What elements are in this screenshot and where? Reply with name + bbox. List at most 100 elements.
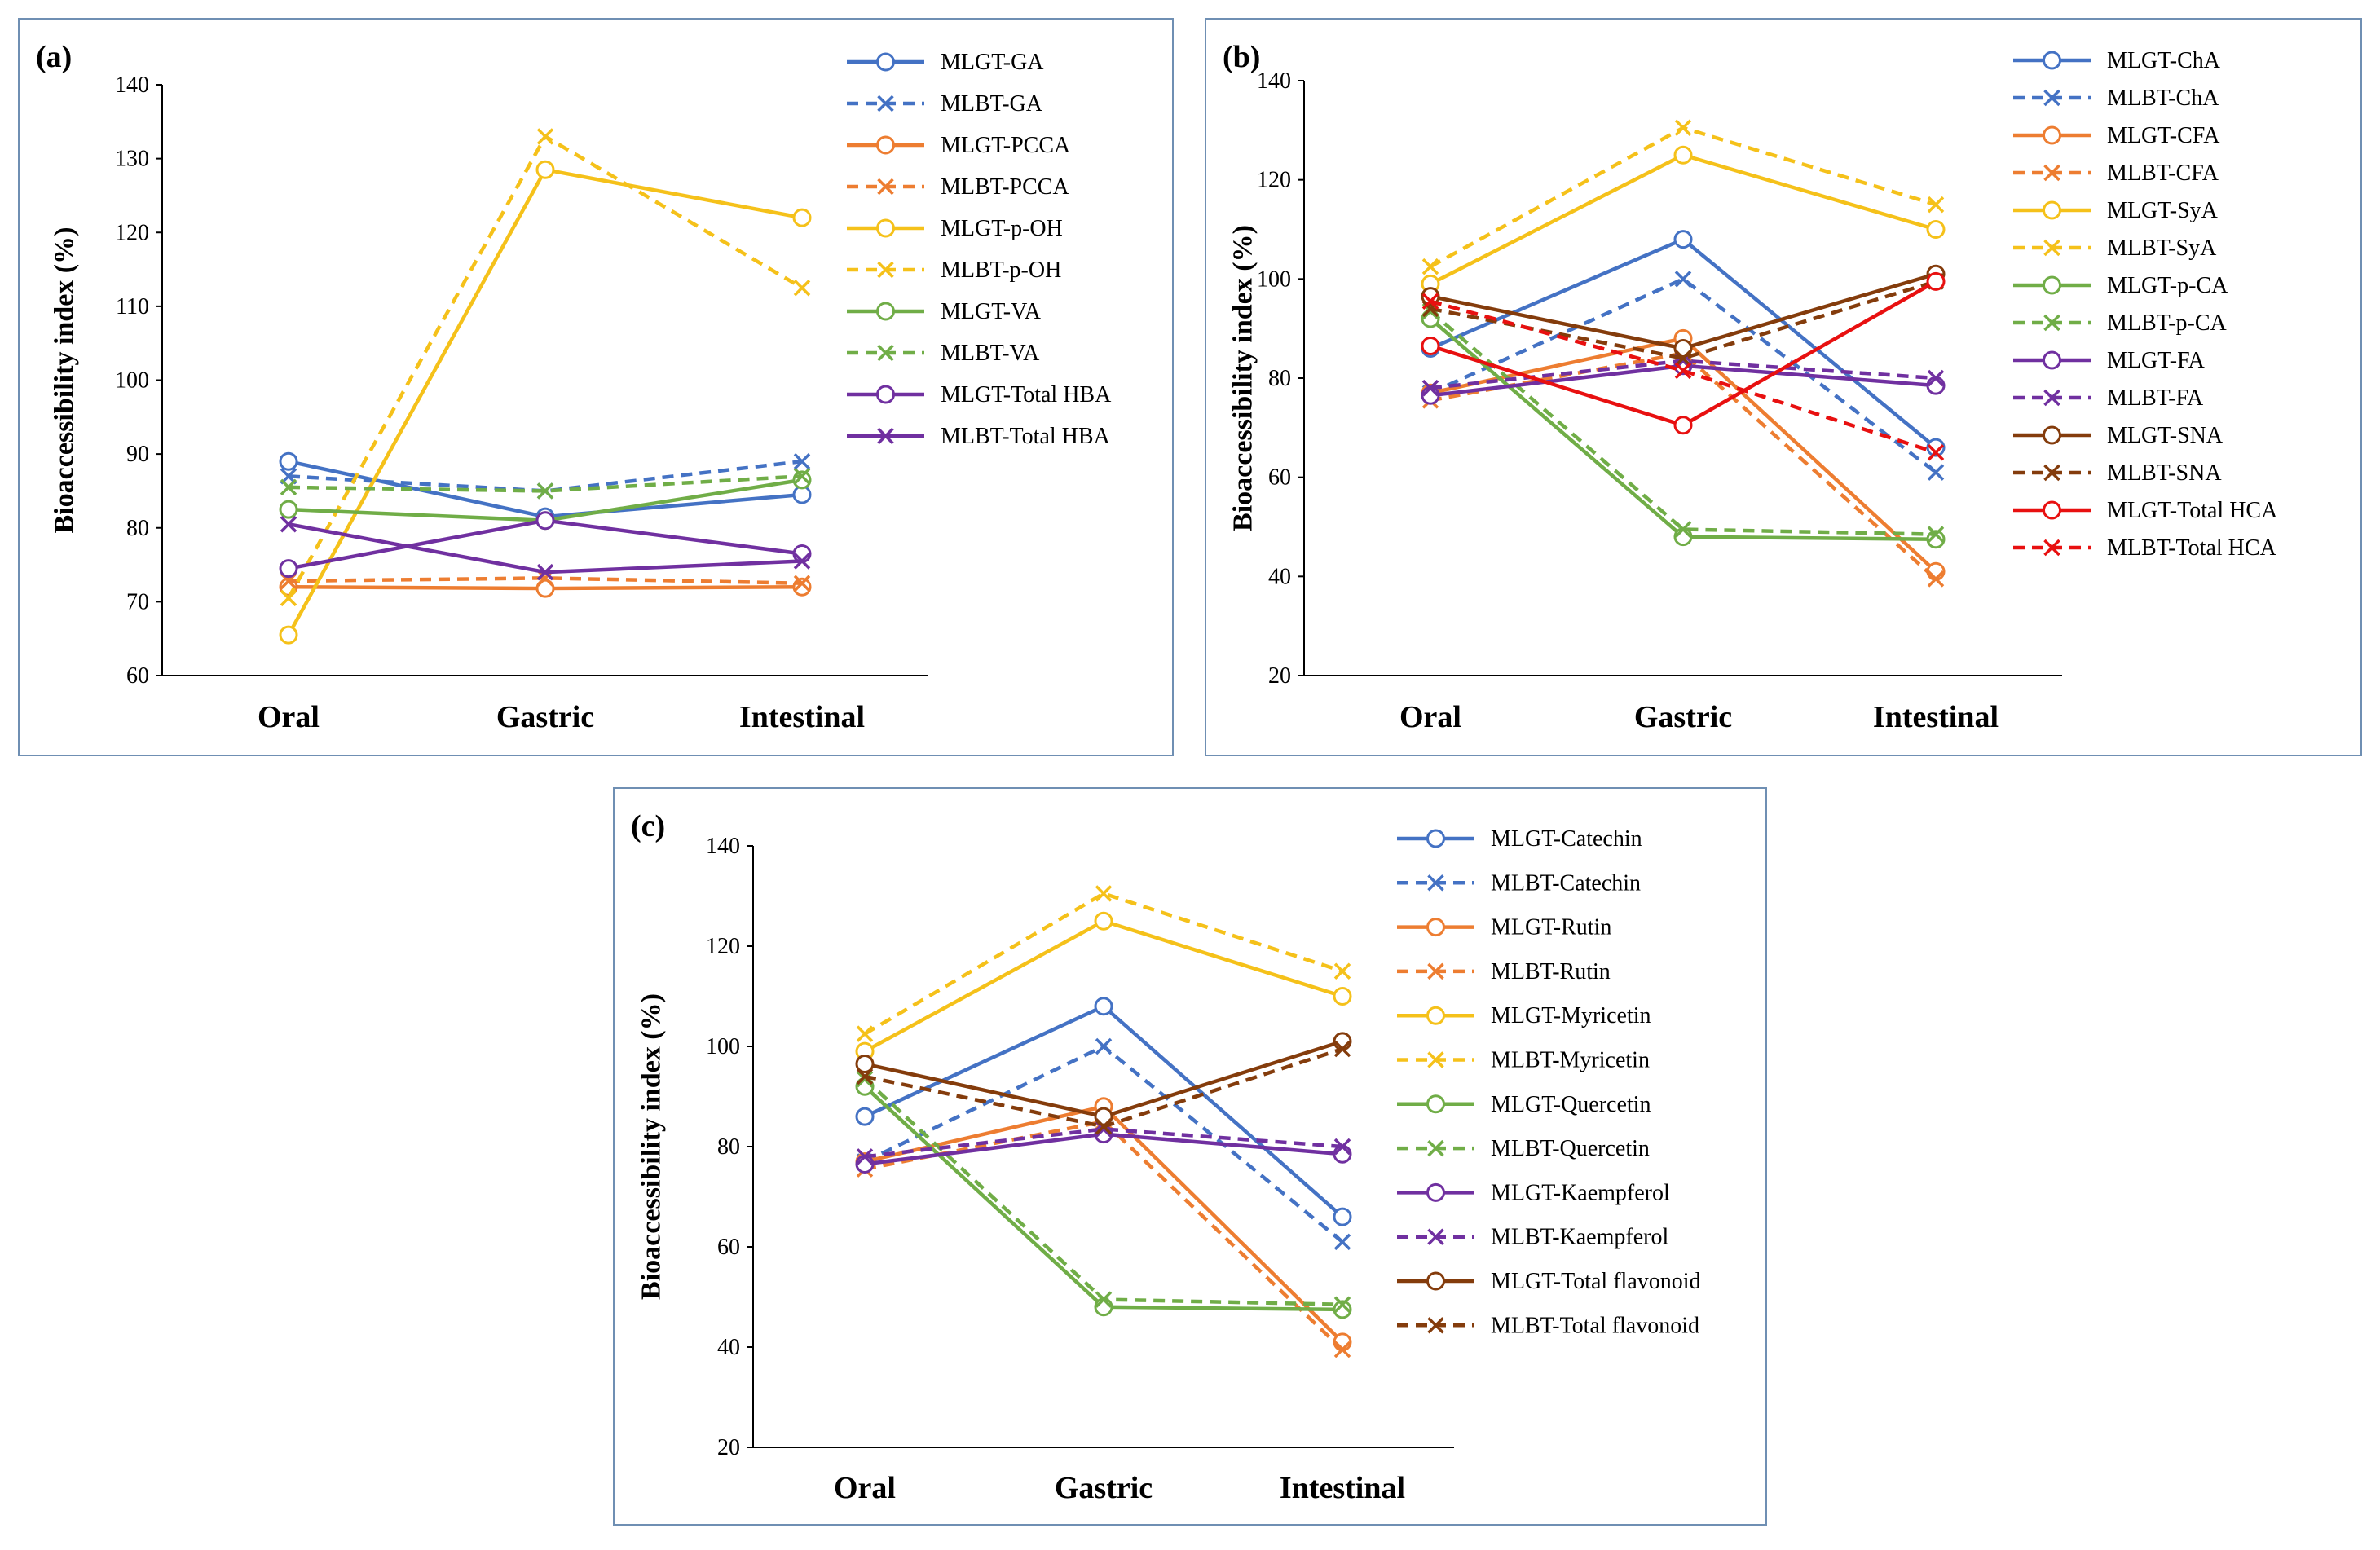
y-axis-title: Bioaccessibility index (%) [637,993,667,1300]
data-point [1333,1040,1351,1058]
y-tick-label: 120 [115,220,149,245]
data-point [536,511,555,531]
legend-item: MLGT-PCCA [847,133,1071,158]
legend-label: MLBT-Myricetin [1491,1048,1650,1073]
series-mlbt-catechin [856,1037,1351,1251]
legend-marker [876,218,895,238]
legend-item: MLBT-PCCA [847,174,1069,200]
series-mlgt-total-hca [1421,271,1946,435]
chart-panel-a: (a) 60 70 80 90 100 110 120 130 140 Bioaccessibili… [18,18,1174,756]
chart-panel-c: (c) 20 40 60 80 100 120 140 Bioaccessibility ind… [613,787,1767,1526]
y-tick-label: 40 [1268,564,1291,589]
legend-label: MLGT-Quercetin [1491,1092,1651,1117]
legend-label: MLBT-Rutin [1491,959,1611,984]
data-point [536,563,554,581]
data-point [536,160,555,179]
data-point [1927,570,1945,588]
data-point [280,515,298,533]
chart-svg-c: (c) 20 40 60 80 100 120 140 Bioaccessibility ind… [631,809,1701,1505]
legend-label: MLBT-GA [941,91,1043,117]
data-point [1673,145,1693,165]
y-tick-label: 20 [1268,663,1291,689]
legend-marker [877,95,894,112]
y-tick-label: 60 [717,1235,740,1260]
series-mlbt-total-hca [1421,293,1945,461]
data-point [1333,1300,1352,1319]
series-mlbt-kaempferol [856,1121,1351,1165]
series-mlbt-myricetin [856,885,1351,1042]
panel-label: (c) [631,809,665,843]
series-line [1430,280,1937,360]
legend-label: MLGT-Total HBA [941,382,1112,407]
legend-label: MLGT-Myricetin [1491,1003,1651,1028]
data-point [856,1025,874,1042]
y-tick-label: 20 [717,1435,740,1460]
legend-marker [2043,51,2061,70]
data-point [279,625,298,645]
legend-item: MLBT-Myricetin [1397,1048,1650,1073]
legend-label: MLGT-GA [941,50,1044,75]
series-line [864,1127,1343,1159]
legend-label: MLGT-p-OH [941,216,1063,241]
legend-item: MLGT-VA [847,299,1042,324]
data-point [1927,526,1945,543]
legend-item: MLGT-Quercetin [1397,1092,1651,1117]
data-point [1674,350,1692,367]
y-tick-label: 100 [115,368,149,394]
data-point [855,1107,875,1126]
legend-marker [2043,350,2061,370]
legend-item: MLBT-Kaempferol [1397,1225,1668,1250]
legend-marker [2043,275,2061,295]
legend-marker [2043,164,2060,182]
legend-label: MLBT-ChA [2107,86,2219,111]
legend-item: MLGT-Total HCA [2013,498,2278,523]
legend-item: MLGT-Catechin [1397,826,1642,852]
series-mlbt-total-hba [280,515,811,581]
legend-label: MLGT-p-CA [2107,273,2228,298]
data-point [856,1148,874,1165]
series-line [1430,277,1937,474]
data-point [1333,962,1351,980]
series-line [288,576,803,585]
legend-label: MLGT-SyA [2107,198,2219,223]
legend-label: MLGT-Total flavonoid [1491,1269,1701,1294]
legend-item: MLBT-SyA [2013,236,2217,261]
legend-item: MLBT-ChA [2013,86,2219,111]
series-line [288,522,803,575]
y-tick-label: 140 [1257,68,1291,94]
legend-marker [2043,500,2061,520]
legend-item: MLBT-Rutin [1397,959,1611,984]
legend-marker [2043,239,2060,257]
legend-label: MLBT-Kaempferol [1491,1225,1668,1250]
x-category-label: Oral [258,700,320,734]
legend-label: MLGT-VA [941,299,1042,324]
y-tick-label: 140 [115,73,149,98]
data-point [1421,293,1439,310]
data-point [279,451,298,471]
chart-panel-b: (b) 20 40 60 80 100 120 140 Bioaccessibility ind… [1205,18,2362,756]
legend-marker [876,302,895,321]
y-tick-label: 120 [1257,168,1291,193]
panel-label: (b) [1223,40,1260,74]
legend-label: MLBT-FA [2107,385,2204,411]
legend-label: MLBT-PCCA [941,174,1069,200]
y-tick-label: 40 [717,1335,740,1360]
x-category-label: Gastric [496,700,594,734]
legend-item: MLBT-Total flavonoid [1397,1313,1699,1338]
legend-label: MLGT-PCCA [941,133,1071,158]
legend-label: MLBT-VA [941,341,1040,366]
legend-item: MLGT-p-CA [2013,273,2228,298]
data-point [1674,362,1692,380]
y-tick-label: 90 [126,442,149,467]
legend-item: MLBT-VA [847,341,1040,366]
legend-item: MLGT-Total HBA [847,382,1112,407]
legend-item: MLBT-Catechin [1397,870,1641,896]
y-tick-label: 100 [706,1034,740,1059]
legend-label: MLBT-Total flavonoid [1491,1313,1699,1338]
legend-item: MLBT-CFA [2013,161,2219,186]
legend-label: MLBT-SyA [2107,236,2217,261]
y-tick-label: 120 [706,934,740,959]
data-point [1421,379,1439,397]
legend-label: MLGT-Kaempferol [1491,1180,1670,1205]
y-axis-title: Bioaccessibility index (%) [50,227,80,534]
